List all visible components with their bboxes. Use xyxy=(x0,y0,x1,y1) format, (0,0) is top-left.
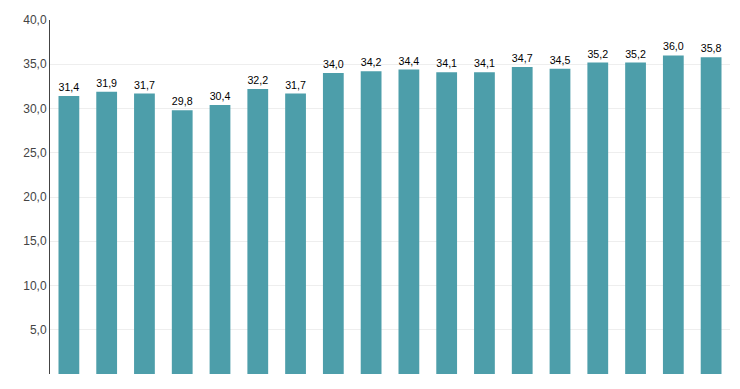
svg-text:34,0: 34,0 xyxy=(323,58,344,70)
svg-text:35,0: 35,0 xyxy=(23,57,47,71)
svg-text:10,0: 10,0 xyxy=(23,279,47,293)
svg-text:34,5: 34,5 xyxy=(550,54,571,66)
svg-text:36,0: 36,0 xyxy=(663,40,684,52)
svg-text:34,7: 34,7 xyxy=(512,52,533,64)
svg-text:30,4: 30,4 xyxy=(210,90,231,102)
svg-text:31,4: 31,4 xyxy=(59,81,80,93)
svg-text:35,8: 35,8 xyxy=(701,42,722,54)
svg-text:20,0: 20,0 xyxy=(23,190,47,204)
svg-text:5,0: 5,0 xyxy=(30,323,47,337)
svg-text:31,7: 31,7 xyxy=(285,79,306,91)
svg-text:31,7: 31,7 xyxy=(134,79,155,91)
svg-text:25,0: 25,0 xyxy=(23,146,47,160)
svg-text:34,4: 34,4 xyxy=(399,55,420,67)
svg-text:34,1: 34,1 xyxy=(474,57,495,69)
svg-text:32,2: 32,2 xyxy=(247,74,268,86)
svg-text:40,0: 40,0 xyxy=(23,13,47,27)
svg-text:29,8: 29,8 xyxy=(172,95,193,107)
svg-text:15,0: 15,0 xyxy=(23,234,47,248)
svg-text:31,9: 31,9 xyxy=(96,77,117,89)
svg-text:35,2: 35,2 xyxy=(625,48,646,60)
svg-text:35,2: 35,2 xyxy=(587,48,608,60)
svg-text:30,0: 30,0 xyxy=(23,102,47,116)
svg-text:34,1: 34,1 xyxy=(436,57,457,69)
svg-text:34,2: 34,2 xyxy=(361,56,382,68)
